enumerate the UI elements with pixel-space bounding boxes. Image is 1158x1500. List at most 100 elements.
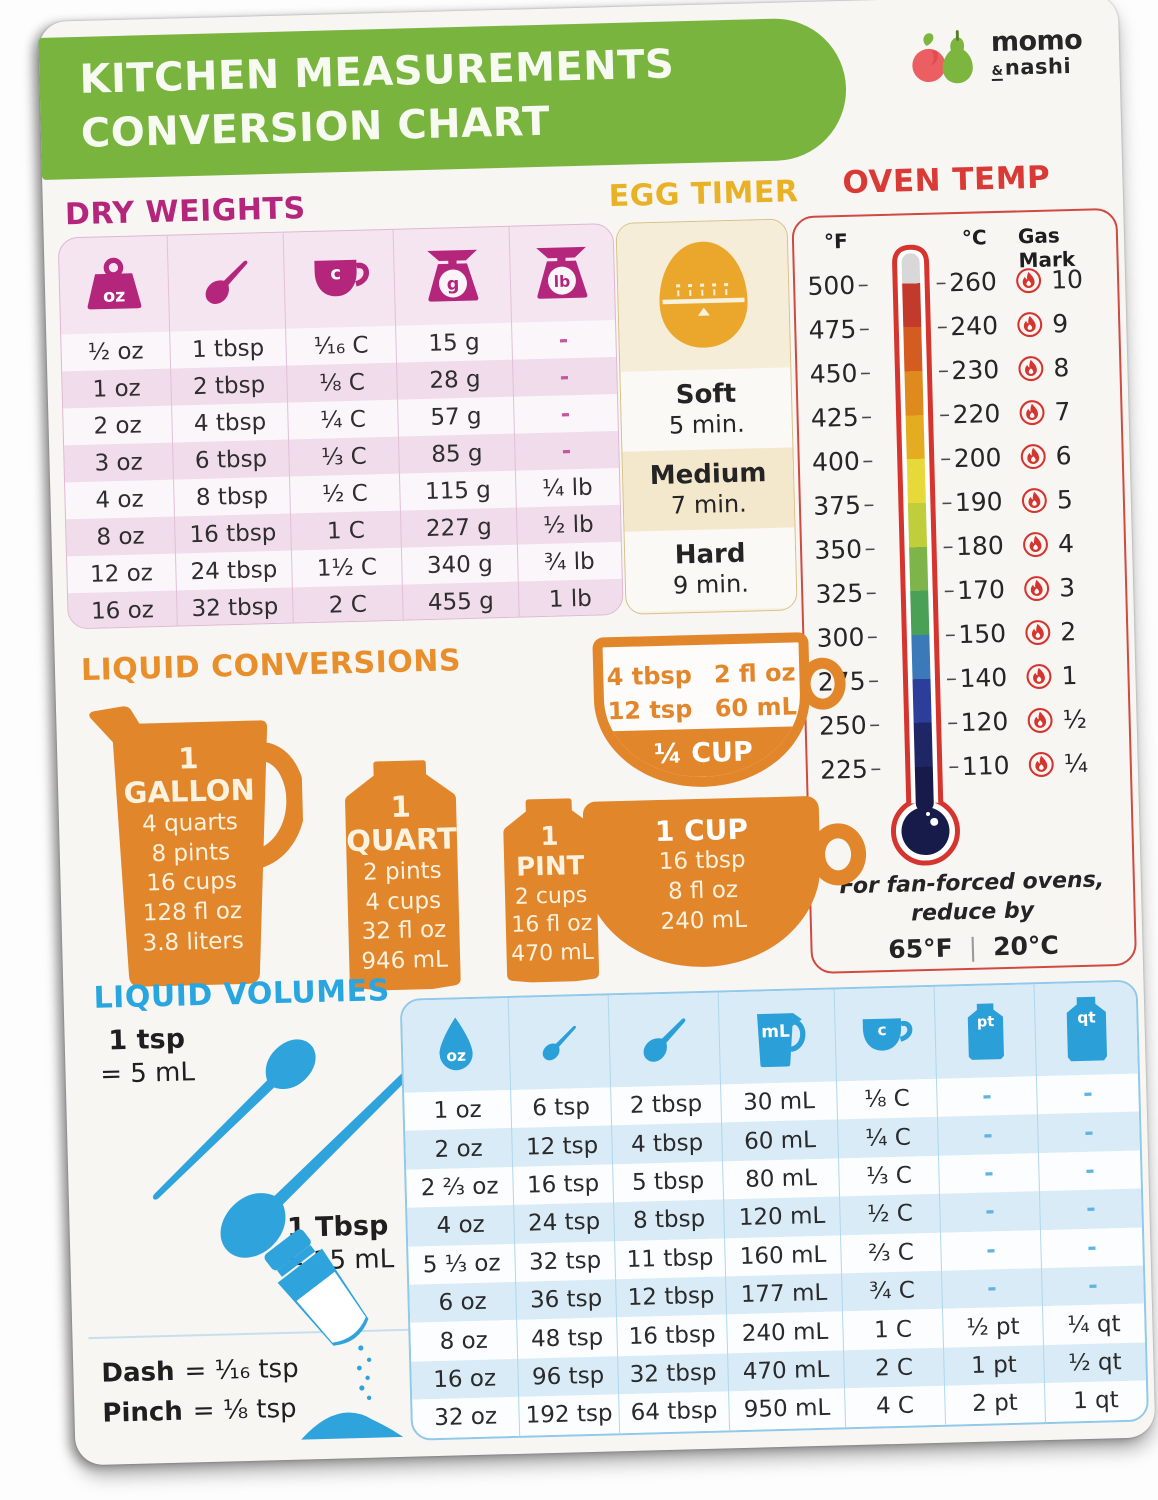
gas-flame-icon	[1025, 619, 1051, 645]
tick-mark: –	[868, 711, 881, 737]
one-cup-equivalent-line: 240 mL	[660, 906, 748, 935]
cell-cups: ⅔ C	[840, 1232, 941, 1274]
fahrenheit-value: 350	[813, 534, 863, 565]
celsius-value: 260	[948, 266, 998, 297]
cell-cups: ¼ C	[287, 399, 398, 440]
tablespoon-icon	[166, 232, 286, 332]
cell-tsp: 32 tsp	[514, 1240, 616, 1282]
tablespoon-icon	[607, 992, 721, 1088]
cell-oz: 8 oz	[439, 1327, 489, 1355]
cell-pt: ½ pt	[942, 1306, 1043, 1348]
oven-temp-row: 275 – – 140 1	[817, 652, 1124, 704]
fahrenheit-value: 450	[809, 358, 858, 389]
cell-cups: ½ C	[288, 473, 400, 514]
cell-pounds: 1 lb	[517, 578, 622, 619]
thermometer-icon	[890, 244, 960, 866]
liquid-volumes-rows: 1 oz 6 tsp 2 tbsp 30 mL ⅛ C - - 2 oz 12 …	[404, 1073, 1147, 1439]
celsius-value: 240	[949, 310, 999, 341]
svg-text:c: c	[330, 263, 341, 284]
tick-mark: –	[936, 313, 949, 340]
cell-pt: -	[937, 1152, 1039, 1194]
cell-oz: 32 oz	[433, 1403, 498, 1432]
cell-qt: -	[1039, 1227, 1143, 1269]
gas-flame-icon	[1020, 443, 1046, 469]
thermometer-gap	[873, 371, 935, 373]
gas-flame-icon	[1017, 311, 1043, 337]
egg-doneness-label: Medium	[649, 457, 767, 491]
carton-icon	[503, 798, 600, 983]
gas-flame-icon	[1028, 751, 1054, 777]
gas-mark-number: 3	[1058, 572, 1076, 602]
gallon-equivalent-line: 3.8 liters	[142, 928, 245, 957]
cell-tsp: 36 tsp	[515, 1279, 617, 1321]
tick-mark: –	[935, 269, 947, 296]
teaspoon-icon	[507, 995, 611, 1091]
fahrenheit-value: 475	[808, 314, 857, 345]
gas-mark-value-group: 1	[1025, 661, 1078, 691]
oven-temp-panel: °F °C Gas Mark	[791, 207, 1138, 975]
cell-grams: 340 g	[400, 544, 518, 585]
fahrenheit-value: 500	[807, 270, 856, 301]
gas-flame-icon	[1023, 531, 1048, 557]
cell-cups: ¹⁄₁₆ C	[285, 325, 397, 366]
cell-grams: 15 g	[395, 322, 513, 363]
cell-tsp: 16 tsp	[512, 1164, 614, 1206]
cell-grams: 115 g	[398, 470, 516, 511]
tick-mark: –	[865, 579, 878, 606]
cell-tbsp: 11 tbsp	[614, 1238, 726, 1280]
gas-mark-number: 6	[1055, 440, 1072, 471]
thermometer-gap	[882, 679, 944, 681]
gas-mark-number: 8	[1053, 352, 1070, 383]
thermometer-gap	[880, 635, 942, 637]
cell-ml: 240 mL	[726, 1311, 844, 1354]
egg-doneness-item: Soft 5 min.	[620, 367, 793, 452]
fan-note-divider: |	[968, 932, 978, 963]
tick-mark: –	[857, 271, 869, 298]
tick-mark: –	[939, 445, 952, 472]
cell-tbsp: 2 tbsp	[170, 365, 288, 406]
liquid-volumes-table: oz	[399, 979, 1150, 1441]
cell-ml: 470 mL	[727, 1350, 845, 1392]
tick-mark: –	[947, 753, 960, 779]
cell-grams: 227 g	[399, 507, 517, 548]
cell-pounds: ¾ lb	[516, 541, 621, 582]
tick-mark: –	[861, 447, 874, 474]
oven-temp-heading: OVEN TEMP	[842, 159, 1051, 201]
gas-flame-icon	[1018, 355, 1044, 381]
oven-temp-row: 475 – – 240 9	[808, 300, 1115, 352]
gas-flame-icon	[1027, 707, 1053, 733]
tick-mark: –	[942, 533, 954, 559]
cell-qt: ½ qt	[1042, 1342, 1146, 1384]
gas-mark-value-group: 2	[1024, 617, 1077, 647]
brand-logo: momo & nashi	[906, 6, 1104, 103]
thermometer-gap	[883, 723, 945, 725]
gas-mark-value-group: 6	[1019, 441, 1072, 471]
gas-mark-number: ¼	[1063, 748, 1089, 778]
svg-text:oz: oz	[446, 1047, 466, 1066]
cell-cups: 2 C	[291, 584, 403, 625]
cup-icon: c	[282, 229, 396, 329]
quart-equivalents: 2 pints 4 cups 32 fl oz 946 mL	[326, 855, 481, 979]
tick-mark: –	[943, 577, 956, 603]
poster-card: KITCHEN MEASUREMENTS CONVERSION CHART mo…	[38, 0, 1156, 1466]
gas-flame-icon	[1016, 267, 1042, 293]
cell-pt: 2 pt	[944, 1383, 1045, 1425]
gas-mark-value-group: 5	[1020, 485, 1073, 515]
cell-tbsp: 4 tbsp	[611, 1122, 723, 1165]
oven-temp-row: 375 – – 190 5	[812, 476, 1119, 528]
cell-ml: 60 mL	[721, 1119, 839, 1162]
oven-temp-rows: 500 – – 260 10 475	[807, 256, 1127, 792]
cell-oz: 5 ⅓ oz	[422, 1250, 501, 1279]
cell-tsp: 96 tsp	[517, 1356, 619, 1398]
svg-text:lb: lb	[554, 273, 571, 291]
oven-temp-row: 300 – – 150 2	[816, 608, 1123, 660]
gas-flame-icon	[1019, 399, 1045, 425]
celsius-column-header: °C	[961, 225, 987, 250]
cell-tsp: 192 tsp	[518, 1394, 620, 1436]
cell-tbsp: 6 tbsp	[172, 439, 289, 480]
tick-mark: –	[945, 665, 958, 691]
tick-mark: –	[858, 315, 871, 342]
cup-icon: c	[833, 986, 936, 1082]
cell-tbsp: 4 tbsp	[171, 402, 289, 443]
cell-tbsp: 16 tbsp	[616, 1314, 728, 1357]
